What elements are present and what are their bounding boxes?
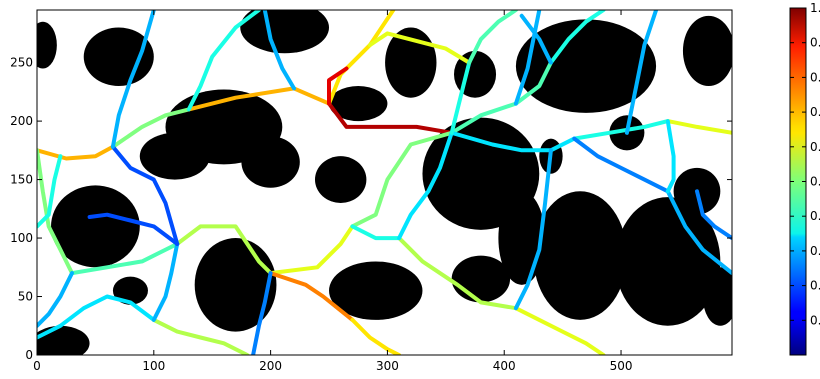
channel-15 [519, 13, 553, 65]
pore-10 [139, 132, 210, 180]
y-tick-label-3: 150 [10, 173, 33, 187]
channel-32 [110, 10, 156, 149]
channel-10 [268, 224, 355, 276]
pores-layer [37, 10, 732, 355]
colorbar-tick-label-4: 0.5 [810, 175, 820, 189]
channel-8 [70, 241, 180, 276]
y-tick-label-5: 250 [10, 56, 33, 70]
colorbar-tick-label-3: 0.4 [810, 209, 820, 223]
pore-11 [241, 136, 300, 188]
pore-8 [329, 86, 388, 122]
channel-43 [513, 10, 542, 106]
channel-38 [624, 10, 659, 135]
x-tick-label-5: 500 [610, 359, 633, 373]
channel-36 [467, 10, 518, 65]
x-tick-label-2: 200 [259, 359, 282, 373]
channel-14 [548, 10, 606, 65]
pore-20 [702, 267, 732, 326]
channel-25 [350, 224, 402, 241]
channel-40 [37, 271, 74, 328]
channel-41 [87, 212, 180, 246]
channel-29 [151, 241, 180, 322]
y-tick-label-4: 200 [10, 114, 33, 128]
colorbar-tick-label-7: 0.8 [810, 70, 820, 84]
channel-18 [665, 119, 732, 135]
channel-9 [175, 224, 273, 276]
pore-13 [194, 238, 277, 332]
colorbar-tick-label-2: 0.3 [810, 244, 820, 258]
colorbar-tick-label-0: 0.1 [810, 313, 820, 327]
channel-24 [513, 148, 553, 311]
colorbar-tick-label-1: 0.2 [810, 279, 820, 293]
pore-5 [682, 15, 732, 87]
y-axis: 0 50 100 150 200 250 [10, 56, 732, 362]
pore-12 [51, 185, 140, 268]
channel-19 [572, 136, 670, 194]
colorbar-tick-label-6: 0.7 [810, 105, 820, 119]
x-tick-label-0: 0 [33, 359, 41, 373]
channel-6 [367, 31, 472, 65]
channels-layer [37, 10, 732, 355]
channel-4 [327, 10, 396, 106]
pore-1 [83, 27, 154, 87]
channel-21 [665, 119, 676, 194]
channel-23 [513, 306, 606, 355]
channel-1 [110, 107, 191, 149]
pore-14 [315, 156, 367, 203]
pore-3 [515, 19, 657, 113]
channel-39 [251, 271, 273, 355]
pore-2 [385, 27, 437, 98]
channel-26 [397, 130, 454, 241]
pore-16 [533, 191, 627, 320]
channel-35 [449, 60, 472, 135]
pore-0 [240, 10, 330, 54]
channel-5 [327, 66, 349, 106]
y-tick-label-2: 100 [10, 231, 33, 245]
colorbar-ticks: 0.1 0.2 0.3 0.4 0.5 0.6 0.7 0.8 0.9 1.0 [790, 1, 820, 327]
pore-17 [615, 197, 721, 326]
pore-4 [37, 21, 57, 69]
pore-15 [329, 261, 423, 320]
channel-3 [327, 101, 454, 135]
y-tick-label-0: 0 [25, 348, 33, 362]
channel-33 [186, 10, 261, 112]
pore-21 [37, 325, 90, 355]
colorbar-tick-label-9: 1.0 [810, 1, 820, 15]
channel-11 [268, 271, 355, 322]
channel-37 [695, 189, 732, 241]
x-tick-label-1: 100 [142, 359, 165, 373]
x-tick-label-3: 300 [376, 359, 399, 373]
x-axis: 0 100 200 300 400 500 [33, 10, 632, 373]
x-tick-label-4: 400 [493, 359, 516, 373]
channel-42 [350, 317, 402, 355]
colorbar-tick-label-8: 0.9 [810, 36, 820, 50]
channel-16 [449, 130, 577, 153]
plot-frame [36, 9, 733, 356]
pore-23 [112, 276, 148, 305]
colorbar: 0.1 0.2 0.3 0.4 0.5 0.6 0.7 0.8 0.9 1.0 [789, 1, 820, 356]
y-tick-label-1: 50 [18, 290, 33, 304]
pore-19 [451, 255, 511, 303]
channel-34 [262, 10, 296, 91]
channel-0 [37, 144, 115, 161]
colorbar-tick-label-5: 0.6 [810, 140, 820, 154]
channel-28 [151, 317, 250, 355]
channel-22 [397, 236, 518, 311]
channel-12 [350, 130, 454, 229]
plot-area: 0 100 200 300 400 500 0 50 100 150 200 250 [10, 9, 733, 373]
channel-31 [110, 144, 180, 246]
channel-2 [186, 86, 331, 112]
channel-20 [665, 189, 732, 276]
channel-7 [37, 148, 74, 276]
channel-30 [37, 154, 63, 229]
channel-27 [37, 294, 156, 340]
